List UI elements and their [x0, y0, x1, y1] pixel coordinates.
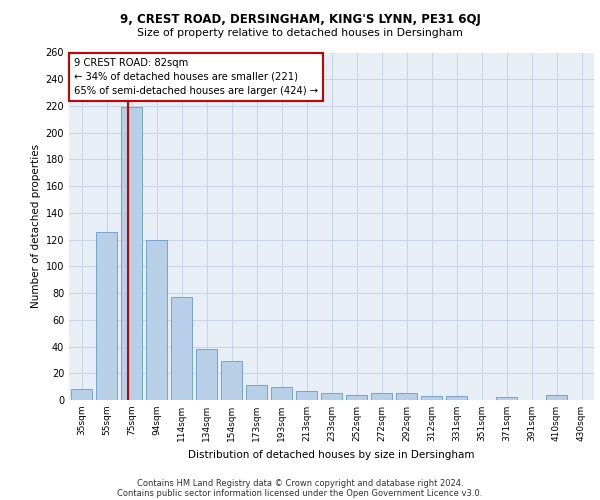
Y-axis label: Number of detached properties: Number of detached properties	[31, 144, 41, 308]
Bar	[271, 386, 292, 400]
Bar	[171, 297, 192, 400]
Text: Contains public sector information licensed under the Open Government Licence v3: Contains public sector information licen…	[118, 488, 482, 498]
Bar	[71, 390, 92, 400]
Bar	[321, 394, 342, 400]
X-axis label: Distribution of detached houses by size in Dersingham: Distribution of detached houses by size …	[188, 450, 475, 460]
Bar	[421, 396, 442, 400]
Bar	[396, 394, 417, 400]
Bar	[296, 390, 317, 400]
Bar	[96, 232, 117, 400]
Text: 9 CREST ROAD: 82sqm
← 34% of detached houses are smaller (221)
65% of semi-detac: 9 CREST ROAD: 82sqm ← 34% of detached ho…	[74, 58, 319, 96]
Bar	[121, 108, 142, 400]
Text: Contains HM Land Registry data © Crown copyright and database right 2024.: Contains HM Land Registry data © Crown c…	[137, 478, 463, 488]
Bar	[371, 394, 392, 400]
Bar	[221, 361, 242, 400]
Bar	[496, 398, 517, 400]
Text: 9, CREST ROAD, DERSINGHAM, KING'S LYNN, PE31 6QJ: 9, CREST ROAD, DERSINGHAM, KING'S LYNN, …	[119, 12, 481, 26]
Bar	[546, 394, 567, 400]
Bar	[196, 349, 217, 400]
Bar	[346, 394, 367, 400]
Bar	[246, 386, 267, 400]
Bar	[146, 240, 167, 400]
Bar	[446, 396, 467, 400]
Text: Size of property relative to detached houses in Dersingham: Size of property relative to detached ho…	[137, 28, 463, 38]
